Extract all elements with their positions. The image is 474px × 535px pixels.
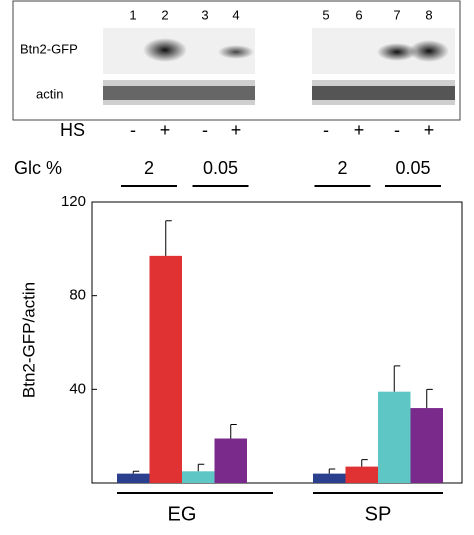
bar	[149, 255, 182, 483]
hs-sign: -	[202, 120, 208, 140]
glc-value: 2	[144, 158, 154, 178]
bar	[345, 466, 378, 483]
error-bar	[393, 365, 401, 392]
bar	[378, 391, 411, 483]
error-bar	[132, 470, 140, 474]
lane-number: 5	[322, 7, 329, 22]
x-tick-label: SP	[365, 503, 392, 525]
lane-number: 1	[129, 7, 136, 22]
hs-sign: -	[394, 120, 400, 140]
hs-label: HS	[60, 120, 85, 140]
blot-row-label: Btn2-GFP	[20, 41, 78, 56]
x-tick-label: EG	[168, 503, 197, 525]
error-bar	[328, 468, 336, 474]
error-bar	[426, 388, 433, 409]
hs-sign: +	[231, 120, 242, 140]
error-bar	[197, 463, 205, 472]
hs-sign: +	[424, 120, 435, 140]
hs-sign: +	[354, 120, 365, 140]
blot-frame	[12, 0, 461, 121]
y-axis-label: Btn2-GFP/actin	[19, 282, 38, 398]
bar	[410, 408, 443, 483]
lane-number: 8	[425, 7, 432, 22]
lane-number: 2	[161, 7, 168, 22]
glc-value: 0.05	[395, 158, 430, 178]
y-tick-label: 120	[61, 193, 86, 210]
bar	[214, 438, 247, 483]
lane-number: 3	[201, 7, 208, 22]
glc-value: 0.05	[203, 158, 238, 178]
glc-label: Glc %	[14, 158, 62, 178]
y-tick-label: 80	[69, 287, 86, 304]
hs-sign: -	[323, 120, 329, 140]
hs-sign: -	[130, 120, 136, 140]
blot-images	[103, 28, 455, 105]
lane-number: 7	[393, 7, 400, 22]
blot-row-label: actin	[36, 86, 63, 101]
bar	[117, 473, 150, 483]
bar	[182, 471, 215, 483]
hs-sign: +	[160, 120, 171, 140]
lane-number: 6	[355, 7, 362, 22]
glc-value: 2	[337, 158, 347, 178]
lane-number: 4	[232, 7, 239, 22]
error-bar	[230, 423, 237, 439]
error-bar	[361, 459, 368, 467]
bar	[313, 473, 346, 483]
error-bar	[165, 220, 172, 256]
plot-frame	[91, 201, 463, 484]
y-tick-label: 40	[69, 380, 86, 397]
